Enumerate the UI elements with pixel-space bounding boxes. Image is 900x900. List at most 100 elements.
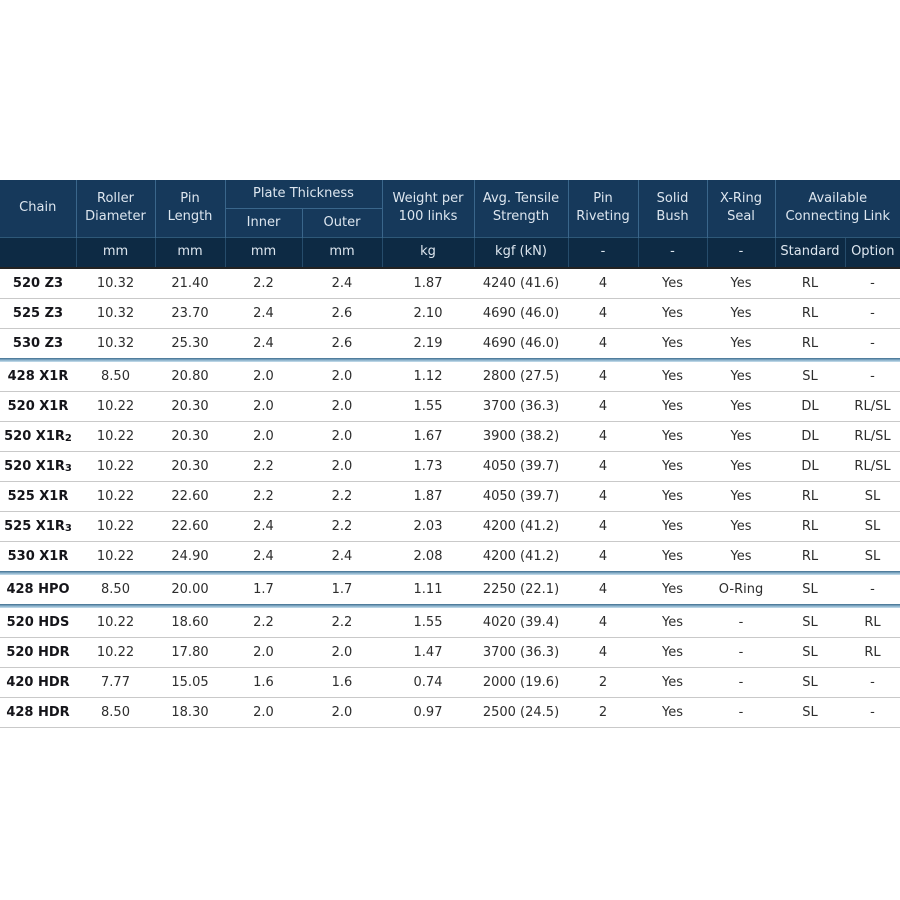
- data-cell: 4: [568, 328, 638, 358]
- data-cell: 2.0: [302, 451, 382, 482]
- unit-cell: [0, 236, 76, 269]
- group-separator-line: [0, 603, 900, 608]
- group-separator: [0, 357, 900, 362]
- data-cell: 2.4: [225, 511, 302, 542]
- data-cell: Yes: [707, 391, 775, 422]
- data-cell: 2.2: [302, 481, 382, 512]
- table-row: 428 HDR 8.50 18.30 2.0 2.0 0.97 2500 (24.5) 2 Ye…: [0, 697, 900, 728]
- col-header-roller-diameter: Roller Diameter: [75, 180, 155, 237]
- data-cell: 25.30: [155, 328, 225, 358]
- data-cell: 1.12: [382, 361, 474, 392]
- unit-cell: Standard: [774, 236, 845, 269]
- data-cell: 10.32: [76, 267, 155, 299]
- chain-name-cell: 520 HDR: [0, 637, 76, 668]
- data-cell: SL: [775, 607, 845, 638]
- data-cell: Yes: [638, 541, 707, 571]
- data-cell: -: [707, 637, 775, 668]
- data-cell: 2.2: [302, 607, 382, 638]
- data-cell: 2.19: [382, 328, 474, 358]
- chain-spec-table: Chain Roller Diameter Pin Length Plate T…: [0, 180, 900, 728]
- data-cell: RL: [775, 298, 845, 329]
- data-cell: 0.97: [382, 697, 474, 728]
- data-cell: 2.4: [302, 541, 382, 571]
- table-row: 520 X1R3 10.22 20.30 2.2 2.0 1.73 4050 (39.7) 4…: [0, 451, 900, 482]
- data-cell: 1.87: [382, 267, 474, 299]
- data-cell: 4: [568, 481, 638, 512]
- data-cell: 2.08: [382, 541, 474, 571]
- table-body: 520 Z3 10.32 21.40 2.2 2.4 1.87 4240 (41.6) 4 Ye…: [0, 267, 900, 728]
- data-cell: SL: [845, 481, 900, 512]
- data-cell: 10.22: [76, 421, 155, 452]
- data-cell: 3700 (36.3): [474, 391, 568, 422]
- chain-name-cell: 525 X1R3: [0, 511, 76, 542]
- data-cell: Yes: [707, 298, 775, 329]
- data-cell: 1.6: [302, 667, 382, 698]
- data-cell: 10.32: [76, 298, 155, 329]
- data-cell: 4200 (41.2): [474, 511, 568, 542]
- chain-name-cell: 520 X1R: [0, 391, 76, 422]
- table-row: 428 HPO 8.50 20.00 1.7 1.7 1.11 2250 (22.1) 4 Ye…: [0, 574, 900, 604]
- data-cell: Yes: [638, 607, 707, 638]
- data-cell: 1.6: [225, 667, 302, 698]
- data-cell: SL: [775, 574, 845, 604]
- data-cell: 1.87: [382, 481, 474, 512]
- data-cell: 10.22: [76, 637, 155, 668]
- data-cell: 2.2: [225, 607, 302, 638]
- data-cell: 2.2: [225, 481, 302, 512]
- data-cell: 8.50: [76, 361, 155, 392]
- data-cell: 1.7: [225, 574, 302, 604]
- data-cell: 2800 (27.5): [474, 361, 568, 392]
- data-cell: 2000 (19.6): [474, 667, 568, 698]
- col-header-available-connecting-link: Available Connecting Link: [774, 180, 900, 237]
- data-cell: RL: [775, 481, 845, 512]
- col-header-plate-thickness: Plate Thickness: [224, 180, 382, 209]
- data-cell: -: [845, 574, 900, 604]
- unit-cell: mm: [301, 236, 382, 269]
- data-cell: 4: [568, 451, 638, 482]
- chain-name-cell: 420 HDR: [0, 667, 76, 698]
- data-cell: 4: [568, 511, 638, 542]
- data-cell: 2.0: [302, 697, 382, 728]
- unit-cell: Option: [844, 236, 900, 269]
- data-cell: 8.50: [76, 574, 155, 604]
- data-cell: 2.0: [225, 361, 302, 392]
- chain-name-cell: 525 X1R: [0, 481, 76, 512]
- group-separator-line: [0, 357, 900, 362]
- data-cell: 4: [568, 391, 638, 422]
- data-cell: -: [845, 697, 900, 728]
- chain-name-cell: 428 X1R: [0, 361, 76, 392]
- data-cell: 17.80: [155, 637, 225, 668]
- data-cell: RL/SL: [845, 391, 900, 422]
- data-cell: 4050 (39.7): [474, 481, 568, 512]
- data-cell: 2.4: [225, 328, 302, 358]
- col-header-avg-tensile-strength: Avg. Tensile Strength: [473, 180, 568, 237]
- data-cell: RL: [775, 511, 845, 542]
- data-cell: -: [845, 361, 900, 392]
- data-cell: 2.0: [225, 637, 302, 668]
- data-cell: 20.80: [155, 361, 225, 392]
- data-cell: Yes: [638, 421, 707, 452]
- data-cell: Yes: [638, 298, 707, 329]
- chain-name-cell: 520 Z3: [0, 267, 76, 299]
- data-cell: 1.7: [302, 574, 382, 604]
- data-cell: Yes: [707, 451, 775, 482]
- col-header-weight-per-100-links: Weight per 100 links: [381, 180, 474, 237]
- data-cell: 10.22: [76, 451, 155, 482]
- data-cell: RL: [845, 637, 900, 668]
- data-cell: 20.30: [155, 421, 225, 452]
- group-separator: [0, 570, 900, 575]
- table-row: 530 X1R 10.22 24.90 2.4 2.4 2.08 4200 (41.2) 4 Y…: [0, 541, 900, 571]
- unit-cell: kgf (kN): [473, 236, 568, 269]
- table-row: 420 HDR 7.77 15.05 1.6 1.6 0.74 2000 (19.6) 2 Ye…: [0, 667, 900, 698]
- data-cell: 2.0: [225, 697, 302, 728]
- table-row: 520 X1R2 10.22 20.30 2.0 2.0 1.67 3900 (38.2) 4…: [0, 421, 900, 452]
- group-separator-line: [0, 570, 900, 575]
- data-cell: RL: [775, 328, 845, 358]
- data-cell: 10.22: [76, 391, 155, 422]
- unit-cell: mm: [154, 236, 225, 269]
- col-header-solid-bush: Solid Bush: [637, 180, 707, 237]
- chain-name-cell: 520 X1R2: [0, 421, 76, 452]
- data-cell: 2.0: [302, 637, 382, 668]
- data-cell: DL: [775, 421, 845, 452]
- data-cell: 2.0: [302, 361, 382, 392]
